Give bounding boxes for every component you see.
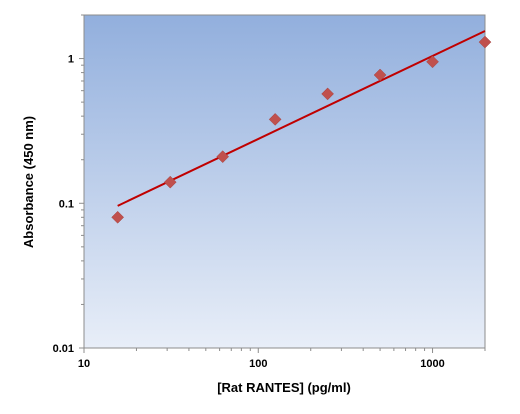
y-tick-label: 0.1 bbox=[59, 198, 74, 210]
data-point bbox=[373, 68, 387, 82]
fit-line-layer bbox=[117, 30, 486, 207]
y-axis-ticks: 1 0.1 0.01 bbox=[53, 14, 84, 355]
plot-area bbox=[83, 14, 486, 349]
x-tick-label: 100 bbox=[249, 358, 267, 370]
data-points-layer bbox=[111, 35, 492, 224]
data-point bbox=[216, 150, 230, 164]
x-axis-title: [Rat RANTES] (pg/ml) bbox=[217, 380, 351, 395]
data-point bbox=[321, 87, 334, 101]
x-tick-label: 1000 bbox=[420, 358, 444, 370]
fit-line bbox=[117, 30, 486, 207]
data-point bbox=[426, 55, 439, 69]
data-point bbox=[478, 35, 492, 49]
y-tick-label: 1 bbox=[68, 54, 74, 66]
data-point bbox=[163, 175, 177, 189]
y-tick-label: 0.01 bbox=[53, 343, 74, 355]
y-axis-title: Absorbance (450 nm) bbox=[21, 116, 36, 248]
data-point bbox=[268, 113, 282, 126]
x-tick-label: 10 bbox=[78, 358, 90, 370]
data-point bbox=[111, 210, 125, 224]
x-axis-ticks: 10 100 1000 bbox=[78, 348, 486, 370]
